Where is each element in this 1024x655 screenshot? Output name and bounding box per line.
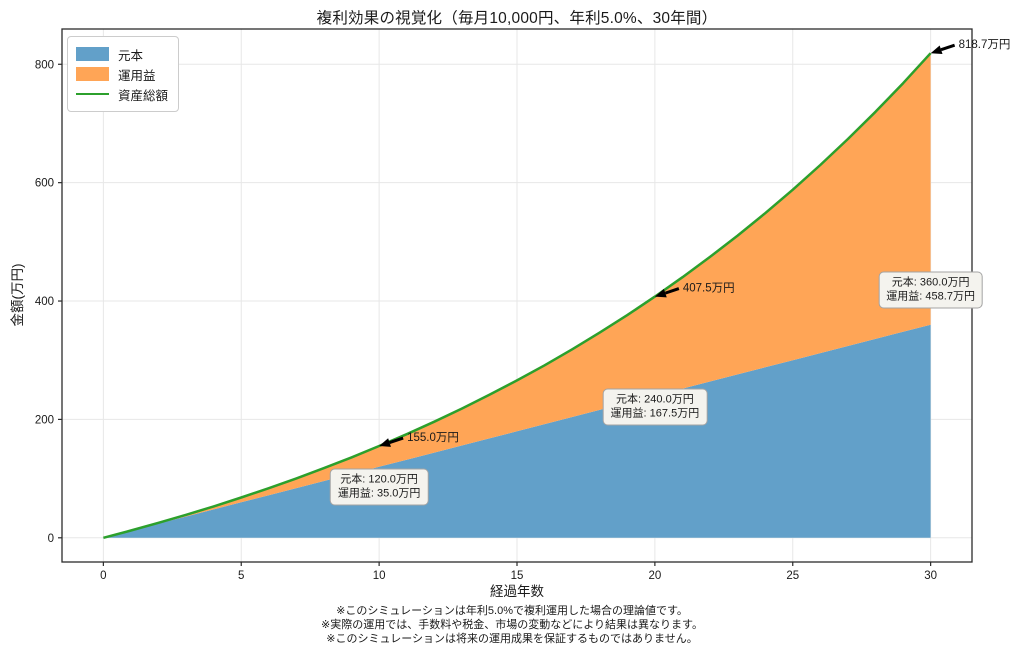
svg-text:25: 25 [786, 570, 799, 582]
annotation-arrow-head-icon [379, 438, 391, 447]
total-annotations: 155.0万円 407.5万円 818.7万円 [379, 39, 1010, 447]
disclaimer-notes: ※このシミュレーションは年利5.0%で複利運用した場合の理論値です。 ※実際の運… [0, 604, 1024, 646]
legend-label-gains: 運用益 [118, 68, 156, 83]
disclaimer-note-1: ※このシミュレーションは年利5.0%で複利運用した場合の理論値です。 [336, 605, 688, 617]
annotation-arrow-head-icon [930, 45, 943, 54]
legend-item-total: 資産総額 [76, 84, 168, 104]
svg-text:15: 15 [511, 570, 524, 582]
svg-text:30: 30 [924, 570, 937, 582]
svg-text:200: 200 [35, 414, 54, 426]
breakdown-annotation-year10: 元本: 120.0万円 運用益: 35.0万円 [329, 468, 429, 506]
gains-area [103, 53, 931, 538]
svg-text:400: 400 [35, 296, 54, 308]
legend-item-principal: 元本 [76, 44, 168, 64]
breakdown-principal-line: 元本: 240.0万円 [616, 393, 694, 406]
svg-text:600: 600 [35, 178, 54, 190]
svg-text:5: 5 [238, 570, 244, 582]
svg-text:10: 10 [373, 570, 386, 582]
breakdown-principal-line: 元本: 360.0万円 [891, 276, 970, 289]
legend: 元本 運用益 資産総額 [67, 36, 180, 112]
principal-swatch-icon [76, 47, 109, 61]
svg-text:0: 0 [48, 533, 54, 545]
gains-swatch-icon [76, 67, 109, 81]
total-line-swatch-icon [76, 92, 109, 96]
x-axis-ticks: 0 5 10 15 20 25 30 [100, 562, 937, 582]
disclaimer-note-3: ※このシミュレーションは将来の運用成果を保証するものではありません。 [326, 633, 698, 645]
breakdown-principal-line: 元本: 120.0万円 [340, 473, 418, 486]
total-annotation-label: 818.7万円 [959, 39, 1011, 51]
principal-area [103, 324, 931, 538]
legend-label-total: 資産総額 [118, 88, 169, 103]
total-line [103, 52, 932, 540]
total-annotation-label: 155.0万円 [407, 432, 459, 444]
annotation-arrow-tail [940, 43, 956, 52]
total-annotation-label: 407.5万円 [683, 283, 735, 295]
y-axis-label: 金額(万円) [10, 263, 25, 327]
x-axis-label: 経過年数 [490, 584, 544, 599]
annotation-arrow-head-icon [654, 288, 667, 298]
breakdown-gains-line: 運用益: 167.5万円 [610, 407, 700, 420]
breakdown-gains-line: 運用益: 35.0万円 [337, 487, 421, 500]
annotation-arrow-tail [389, 436, 404, 444]
svg-text:0: 0 [100, 570, 106, 582]
disclaimer-note-2: ※実際の運用では、手数料や税金、市場の変動などにより結果は異なります。 [321, 619, 703, 631]
chart-title: 複利効果の視覚化（毎月10,000円、年利5.0%、30年間） [316, 10, 718, 27]
y-axis-ticks: 0 200 400 600 800 [35, 59, 62, 545]
breakdown-annotation-year30: 元本: 360.0万円 運用益: 458.7万円 [878, 271, 983, 309]
annotation-arrow-tail [664, 287, 680, 295]
breakdown-annotation-year20: 元本: 240.0万円 運用益: 167.5万円 [602, 388, 708, 426]
legend-item-gains: 運用益 [76, 64, 168, 84]
legend-label-principal: 元本 [118, 48, 144, 63]
svg-text:800: 800 [35, 59, 54, 71]
breakdown-gains-line: 運用益: 458.7万円 [886, 290, 975, 303]
svg-text:20: 20 [648, 570, 661, 582]
